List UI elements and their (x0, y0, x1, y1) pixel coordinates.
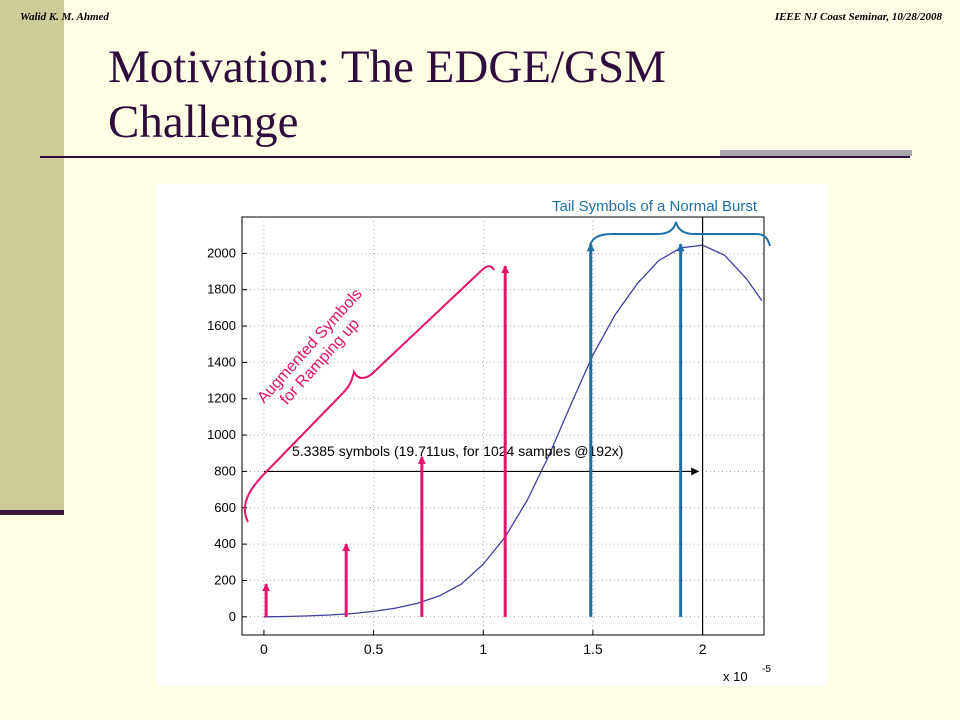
x-tick-label: 0.5 (364, 641, 384, 657)
augmented-brace (243, 265, 495, 523)
slide-title-line1: Motivation: The EDGE/GSM (108, 41, 666, 93)
plot-frame (241, 216, 765, 636)
y-tick-label: 1800 (207, 282, 236, 297)
x-tick-label: 2 (699, 641, 707, 657)
y-tick-label: 200 (214, 572, 236, 587)
header-event: IEEE NJ Coast Seminar, 10/28/2008 (774, 11, 942, 23)
y-tick-label: 800 (214, 463, 236, 478)
x-tick-label: 1 (479, 641, 487, 657)
chart-svg: 0 200 400 600 800 1000 1200 1400 1600 1800 2000 0 0.… (207, 198, 771, 684)
y-tick-label: 1400 (207, 354, 236, 369)
x-tick-label: 1.5 (583, 641, 603, 657)
y-tick-label: 600 (214, 500, 236, 515)
header-author: Walid K. M. Ahmed (20, 11, 109, 23)
tail-brace (589, 221, 771, 247)
y-tick-label: 1600 (207, 318, 236, 333)
title-rule-accent (720, 150, 912, 156)
y-tick-label: 0 (229, 609, 236, 624)
y-tick-label: 1000 (207, 427, 236, 442)
x-multiplier-label: x 10 (723, 669, 748, 684)
tail-label: Tail Symbols of a Normal Burst (552, 198, 758, 215)
y-tick-label: 2000 (207, 245, 236, 260)
duration-label: 5.3385 symbols (19.711us, for 1024 sampl… (292, 443, 623, 459)
slide-title-line2: Challenge (108, 96, 299, 148)
x-tick-label: 0 (260, 641, 268, 657)
y-tick-label: 1200 (207, 391, 236, 406)
y-tick-label: 400 (214, 536, 236, 551)
x-multiplier-exponent: -5 (762, 664, 771, 675)
sidebar-rule (0, 510, 64, 515)
slide-title: Motivation: The EDGE/GSM Challenge (108, 40, 868, 150)
chart-figure: 0 200 400 600 800 1000 1200 1400 1600 1800 2000 0 0.… (156, 184, 828, 686)
sidebar-bar (0, 0, 64, 510)
title-rule (40, 156, 910, 158)
